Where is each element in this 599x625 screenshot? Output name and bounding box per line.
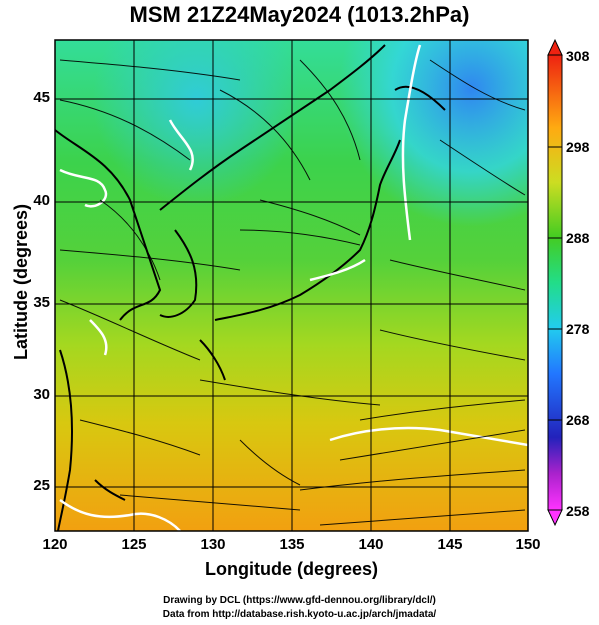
colorbar-tick-label: 268 bbox=[566, 412, 590, 428]
x-tick-label: 150 bbox=[515, 536, 541, 553]
colorbar-tick-label: 278 bbox=[566, 321, 590, 337]
x-tick-label: 120 bbox=[42, 536, 68, 553]
wind-streamlines bbox=[59, 59, 526, 526]
x-tick-label: 140 bbox=[358, 536, 384, 553]
x-tick-label: 125 bbox=[121, 536, 147, 553]
y-tick-label: 30 bbox=[33, 386, 50, 403]
colorbar-tick-label: 288 bbox=[566, 230, 590, 246]
y-tick-label: 25 bbox=[33, 477, 50, 494]
credit-drawing: Drawing by DCL (https://www.gfd-dennou.o… bbox=[163, 595, 436, 606]
x-axis-label: Longitude (degrees) bbox=[204, 559, 378, 579]
y-tick-label: 45 bbox=[33, 89, 50, 106]
credit-data: Data from http://database.rish.kyoto-u.a… bbox=[162, 609, 437, 620]
x-tick-label: 135 bbox=[279, 536, 305, 553]
colorbar bbox=[547, 38, 563, 527]
colorbar-tick-label: 308 bbox=[566, 48, 590, 64]
grid bbox=[55, 40, 528, 531]
x-tick-label: 145 bbox=[437, 536, 463, 553]
y-tick-label: 40 bbox=[33, 192, 50, 209]
plot-frame bbox=[54, 39, 529, 532]
contour-lines bbox=[59, 44, 528, 531]
page-title: MSM 21Z24May2024 (1013.2hPa) bbox=[129, 2, 470, 27]
x-tick-label: 130 bbox=[200, 536, 226, 553]
colorbar-tick-label: 298 bbox=[566, 139, 590, 155]
colorbar-tick-label: 258 bbox=[566, 503, 590, 519]
y-tick-label: 35 bbox=[33, 294, 50, 311]
